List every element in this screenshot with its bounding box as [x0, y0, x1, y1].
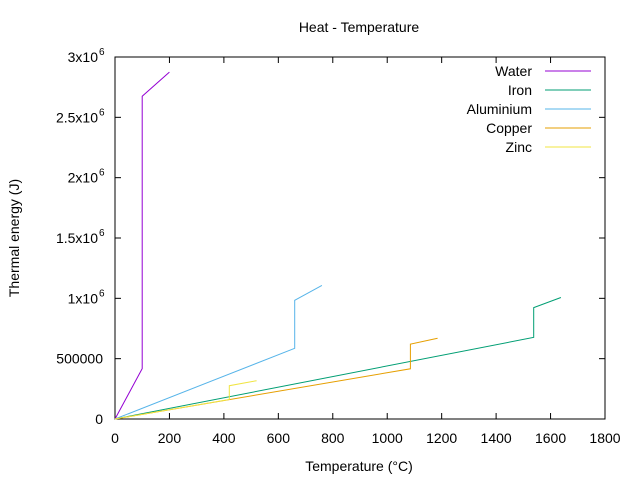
legend-label-aluminium: Aluminium [467, 101, 532, 117]
legend-label-water: Water [495, 63, 532, 79]
y-tick-exponent: 6 [99, 168, 105, 179]
y-tick-exponent: 6 [99, 47, 105, 58]
series-line-aluminium [114, 284, 323, 420]
y-tick-label: 0 [95, 411, 103, 427]
y-tick-exponent: 6 [99, 107, 105, 118]
x-tick-label: 1400 [481, 430, 512, 446]
y-tick-label: 2x10 [68, 170, 99, 186]
series-line-copper [114, 337, 438, 420]
legend: Water Iron Aluminium Copper Zinc [467, 63, 591, 155]
x-tick-label: 1600 [535, 430, 566, 446]
y-tick-exponent: 6 [99, 228, 105, 239]
y-tick-label: 2.5x10 [56, 109, 98, 125]
x-tick-label: 0 [111, 430, 119, 446]
y-axis-label: Thermal energy (J) [6, 179, 22, 297]
series-line-zinc [114, 380, 257, 420]
axis-ticks: 0 200 400 600 800 1000 1200 1400 1600 1800 0 500000… [56, 47, 621, 446]
legend-label-zinc: Zinc [506, 139, 532, 155]
x-tick-label: 800 [321, 430, 345, 446]
y-tick-label: 1.5x10 [56, 230, 98, 246]
y-tick-label: 500000 [56, 351, 103, 367]
x-tick-label: 400 [212, 430, 236, 446]
x-tick-label: 1800 [589, 430, 620, 446]
series-lines [114, 71, 562, 420]
y-tick-label: 1x10 [68, 290, 99, 306]
series-line-water [114, 71, 170, 420]
x-tick-label: 1000 [372, 430, 403, 446]
legend-label-iron: Iron [508, 82, 532, 98]
x-tick-label: 600 [267, 430, 291, 446]
chart-title: Heat - Temperature [299, 19, 420, 35]
y-tick-label: 3x10 [68, 49, 99, 65]
series-line-iron [114, 297, 562, 420]
x-axis-label: Temperature (°C) [305, 458, 413, 474]
legend-label-copper: Copper [486, 120, 532, 136]
x-tick-label: 1200 [426, 430, 457, 446]
y-tick-exponent: 6 [99, 288, 105, 299]
x-tick-label: 200 [158, 430, 182, 446]
